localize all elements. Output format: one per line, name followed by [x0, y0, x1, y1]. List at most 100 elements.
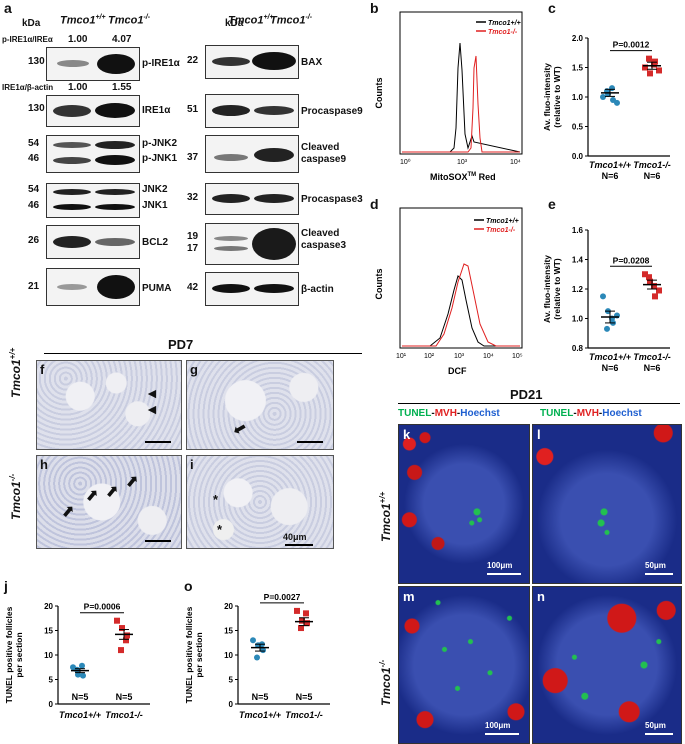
data-point-ko [646, 274, 652, 281]
y-tick-label: 10 [44, 651, 53, 660]
histology-h: h ⬆ ⬆ ⬆ ⬆ [36, 455, 182, 549]
kda-label-right: kDa [225, 18, 244, 29]
category-label: Tmco1-/- [633, 160, 671, 170]
y-tick-label: 2.0 [572, 34, 584, 43]
data-point-wt [260, 647, 266, 654]
y-tick-label: 0.0 [572, 152, 584, 161]
y-tick-label: 20 [44, 602, 53, 611]
blot-beta-actin [205, 272, 299, 306]
n-label: N=5 [116, 692, 133, 702]
kda-ire1a: 130 [28, 103, 45, 114]
histology-g: g ⬅ [186, 360, 334, 450]
data-point-ko [652, 293, 658, 300]
panel-label-g: g [190, 362, 198, 377]
asterisk-icon: * [213, 492, 219, 507]
kda-cleaved-caspase9: 37 [187, 152, 199, 163]
n-label: N=6 [644, 171, 661, 181]
data-point-ko [119, 625, 125, 632]
y-tick-label: 1.4 [572, 256, 584, 265]
label-bax: BAX [301, 57, 323, 68]
data-point-ko [656, 287, 662, 294]
scale-bar-l [645, 573, 673, 575]
y-tick-label: 0.8 [572, 344, 584, 353]
category-label: Tmco1+/+ [59, 710, 102, 720]
kda-jnk1: 46 [28, 200, 40, 211]
dotplot-c: 0.0 0.5 1.0 1.5 2.0 Av. fluo-intensity(relati… [542, 34, 671, 181]
flow-histogram-d: Counts 10¹ 10² 10³ 10⁴ 10⁵ DCF Tmco1+/+ … [374, 207, 523, 376]
blot-cleaved-caspase3 [205, 223, 299, 265]
label-cleaved-caspase9-2: caspase9 [301, 154, 347, 165]
category-label: Tmco1-/- [633, 352, 671, 362]
blot-p-ire1a [46, 47, 140, 81]
genotype-wt-right: Tmco1+/+ [228, 14, 274, 27]
data-point-wt [254, 654, 260, 661]
pd21-title: PD21 [510, 387, 543, 402]
n-label: N=6 [602, 363, 619, 373]
category-label: Tmco1-/- [105, 710, 143, 720]
panel-label-n: n [537, 589, 545, 604]
label-ire1a: IRE1α [142, 105, 171, 116]
fluorescence-n: n 50μm [532, 586, 682, 744]
flow-d-tick-2: 10³ [454, 353, 465, 360]
category-label: Tmco1-/- [285, 710, 323, 720]
data-point-ko [123, 637, 129, 644]
data-point-ko [646, 55, 652, 62]
kda-bcl2: 26 [28, 235, 40, 246]
flow-b-ylabel: Counts [374, 78, 384, 109]
scale-bar-f [145, 441, 171, 443]
data-point-wt [74, 666, 80, 673]
row-label-wt-pd7: Tmco1+/+ [8, 347, 23, 398]
label-p-ire1a: p-IRE1α [142, 58, 180, 69]
dotplot-o: 0 5 10 15 20 TUNEL positive folliclesper sect… [184, 592, 330, 720]
panel-label-d: d [370, 196, 379, 212]
y-axis-label: TUNEL positive folliclesper section [4, 606, 24, 703]
panel-label-b: b [370, 0, 379, 16]
genotype-ko-left: Tmco1-/- [108, 14, 151, 27]
label-beta-actin: β-actin [301, 284, 334, 295]
panel-label-j: j [4, 578, 8, 594]
scale-label-m: 100μm [485, 721, 511, 730]
scale-label-i: 40μm [283, 532, 307, 542]
y-tick-label: 0 [49, 700, 54, 709]
data-point-ko [642, 271, 648, 278]
pd7-rule [44, 353, 362, 354]
kda-jnk2: 54 [28, 184, 40, 195]
row-label-ko-pd21: Tmco1-/- [378, 659, 393, 706]
y-tick-label: 5 [229, 676, 234, 685]
n-label: N=6 [644, 363, 661, 373]
data-point-ko [656, 67, 662, 74]
flow-d-tick-0: 10¹ [396, 353, 407, 360]
panel-label-m: m [403, 589, 415, 604]
fluorescence-k: k 100μm [398, 424, 530, 584]
ratio-value-ko-1: 4.07 [112, 34, 132, 45]
data-point-ko [651, 61, 657, 68]
p-value: P=0.0012 [613, 40, 650, 50]
flow-d-legend-ko: Tmco1-/- [486, 227, 516, 234]
arrowhead-icon: ◄ [145, 401, 159, 417]
scale-bar-n [645, 733, 673, 735]
blot-bax [205, 45, 299, 79]
data-point-wt [250, 637, 256, 644]
y-tick-label: 1.5 [572, 64, 584, 73]
arrow-icon: ⬆ [56, 501, 78, 524]
pd21-rule [398, 403, 680, 404]
y-tick-label: 0 [229, 700, 234, 709]
kda-p-ire1a: 130 [28, 56, 45, 67]
flow-b-tick-0: 10⁰ [400, 158, 411, 166]
label-p-jnk1: p-JNK1 [142, 153, 178, 164]
flow-d-legend-wt: Tmco1+/+ [486, 218, 519, 225]
y-axis-label: Av. fluo-intensity(relative to WT) [542, 63, 562, 131]
scale-label-k: 100μm [487, 561, 513, 570]
flow-d-xlabel: DCF [448, 366, 467, 376]
panel-label-i: i [190, 457, 194, 472]
panel-label-c: c [548, 0, 556, 16]
data-point-ko [304, 620, 310, 627]
data-point-wt [79, 662, 85, 669]
pd7-title: PD7 [168, 337, 194, 352]
panel-label-h: h [40, 457, 48, 472]
arrow-icon: ⬆ [80, 485, 102, 508]
fluorescence-l: l 50μm [532, 424, 682, 584]
arrow-icon: ⬆ [120, 471, 142, 494]
kda-p-jnk2: 54 [28, 138, 40, 149]
fluorescence-m: m 100μm [398, 586, 530, 744]
